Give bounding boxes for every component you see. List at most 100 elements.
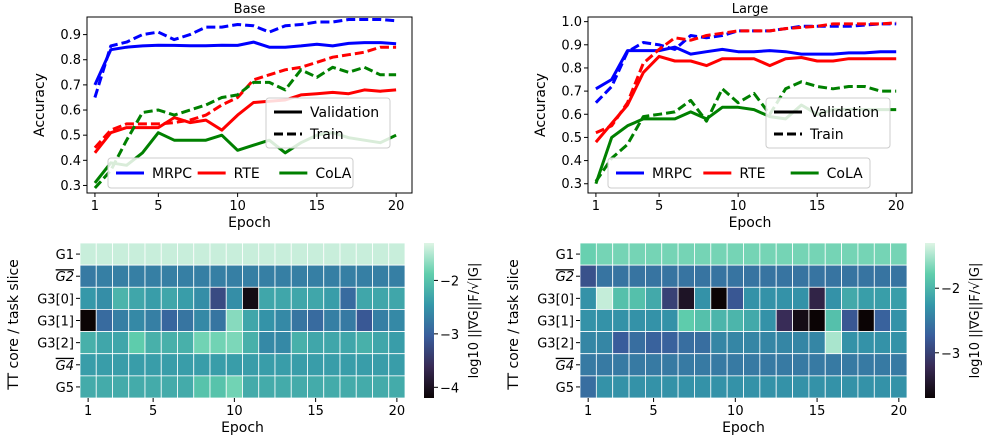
heatmap-cell (775, 331, 793, 355)
heatmap-cell (128, 375, 146, 399)
heatmap-cell (857, 309, 875, 332)
heatmap-cell (873, 242, 892, 266)
heatmap-cell (824, 309, 843, 332)
heatmap-cell (209, 242, 227, 266)
y-tick-label: 0.3 (60, 179, 81, 194)
x-tick-label: 15 (309, 199, 326, 214)
x-tick-label: 5 (649, 404, 657, 419)
heatmap-cell (160, 309, 178, 332)
heatmap-cell (339, 375, 357, 399)
heatmap-cell (628, 331, 646, 355)
y-tick-label: 0.6 (561, 108, 582, 123)
heatmap-cell (307, 375, 325, 399)
heatmap-cell (824, 264, 843, 288)
y-tick-label: 0.9 (561, 38, 582, 53)
heatmap-cell (677, 286, 695, 310)
heatmap-cell (792, 375, 810, 399)
heatmap-cell (177, 286, 195, 310)
heatmap-cell (792, 353, 810, 377)
chart-title: Large (732, 2, 769, 17)
heatmap-cell (677, 309, 695, 332)
colorbar-tick-label: −3 (440, 328, 459, 343)
heatmap-cell (95, 353, 113, 377)
heatmap-cell (661, 309, 679, 332)
heatmap-cell (274, 375, 292, 399)
x-tick-label: 10 (727, 404, 744, 419)
row-label: G3[2] (37, 337, 74, 352)
heatmap-cell (95, 309, 113, 332)
x-axis-label: Epoch (729, 215, 772, 231)
series-line-mrpc-train (93, 18, 397, 98)
heatmap-cell (372, 375, 390, 399)
heatmap-cell (792, 309, 810, 332)
heatmap-cell (290, 309, 308, 332)
plot-frame (587, 16, 913, 194)
colorbar-tick-label: −3 (941, 347, 960, 362)
heatmap-cell (323, 375, 341, 399)
heatmap-cell (743, 309, 761, 332)
heatmap-cell (209, 264, 227, 288)
heatmap-cell (242, 242, 260, 266)
heatmap-cell (808, 242, 826, 266)
heatmap-cell (628, 264, 646, 288)
heatmap-cell (177, 242, 195, 266)
heatmap-cell (743, 286, 761, 310)
heatmap-cell (274, 286, 292, 310)
heatmap-cell (372, 331, 390, 355)
heatmap-cell (307, 286, 325, 310)
heatmap-cell (258, 353, 276, 377)
legend-box (107, 157, 354, 189)
y-tick-label: 0.8 (60, 53, 81, 68)
x-tick-label: 1 (91, 199, 99, 214)
heatmap-cell (242, 264, 260, 288)
heatmap-cell (645, 264, 663, 288)
heatmap-cell (661, 242, 679, 266)
heatmap-cell (612, 331, 630, 355)
x-axis-label: Epoch (228, 215, 271, 231)
heatmap-cell (808, 286, 826, 310)
heatmap-cell (726, 286, 744, 310)
heatmap-cell (144, 331, 162, 355)
heatmap-cell (339, 286, 357, 310)
heatmap-cell (242, 331, 260, 355)
heatmap-cell (112, 309, 130, 332)
heatmap-cell (645, 331, 663, 355)
heatmap-cell (808, 264, 826, 288)
heatmap-cell (79, 375, 97, 399)
heatmap-cell (841, 264, 859, 288)
heatmap-cell (177, 264, 195, 288)
heatmap-cell (841, 242, 859, 266)
heatmap-cell (355, 331, 373, 355)
heatmap-cell (372, 286, 390, 310)
row-label: G3[0] (37, 292, 74, 307)
heatmap-cell (890, 264, 908, 288)
heatmap-cell (841, 353, 859, 377)
heatmap-cell (79, 309, 97, 332)
heatmap-cell (595, 331, 614, 355)
heatmap-cell (388, 375, 406, 399)
series-line-rte-train (595, 21, 897, 135)
x-tick-label: 1 (584, 404, 592, 419)
heatmap-cell (128, 331, 146, 355)
heatmap-cell (193, 286, 211, 310)
series-line-mrpc-validation (595, 45, 897, 91)
heatmap-cell (323, 286, 341, 310)
row-label: G3[0] (537, 292, 574, 307)
heatmap-cell (726, 242, 744, 266)
heatmap-cell (95, 375, 113, 399)
heatmap-cell (79, 242, 97, 266)
heatmap-cell (726, 331, 744, 355)
heatmap-cell (873, 309, 892, 332)
heatmap-cell (710, 375, 728, 399)
heatmap-cell (857, 375, 875, 399)
x-tick-label: 10 (226, 404, 243, 419)
heatmap-cell (355, 286, 373, 310)
heatmap-cell (112, 353, 130, 377)
heatmap-cell (95, 242, 113, 266)
heatmap-cell (323, 309, 341, 332)
heatmap-cell (628, 375, 646, 399)
heatmap-cell (144, 242, 162, 266)
heatmap-cell (160, 353, 178, 377)
